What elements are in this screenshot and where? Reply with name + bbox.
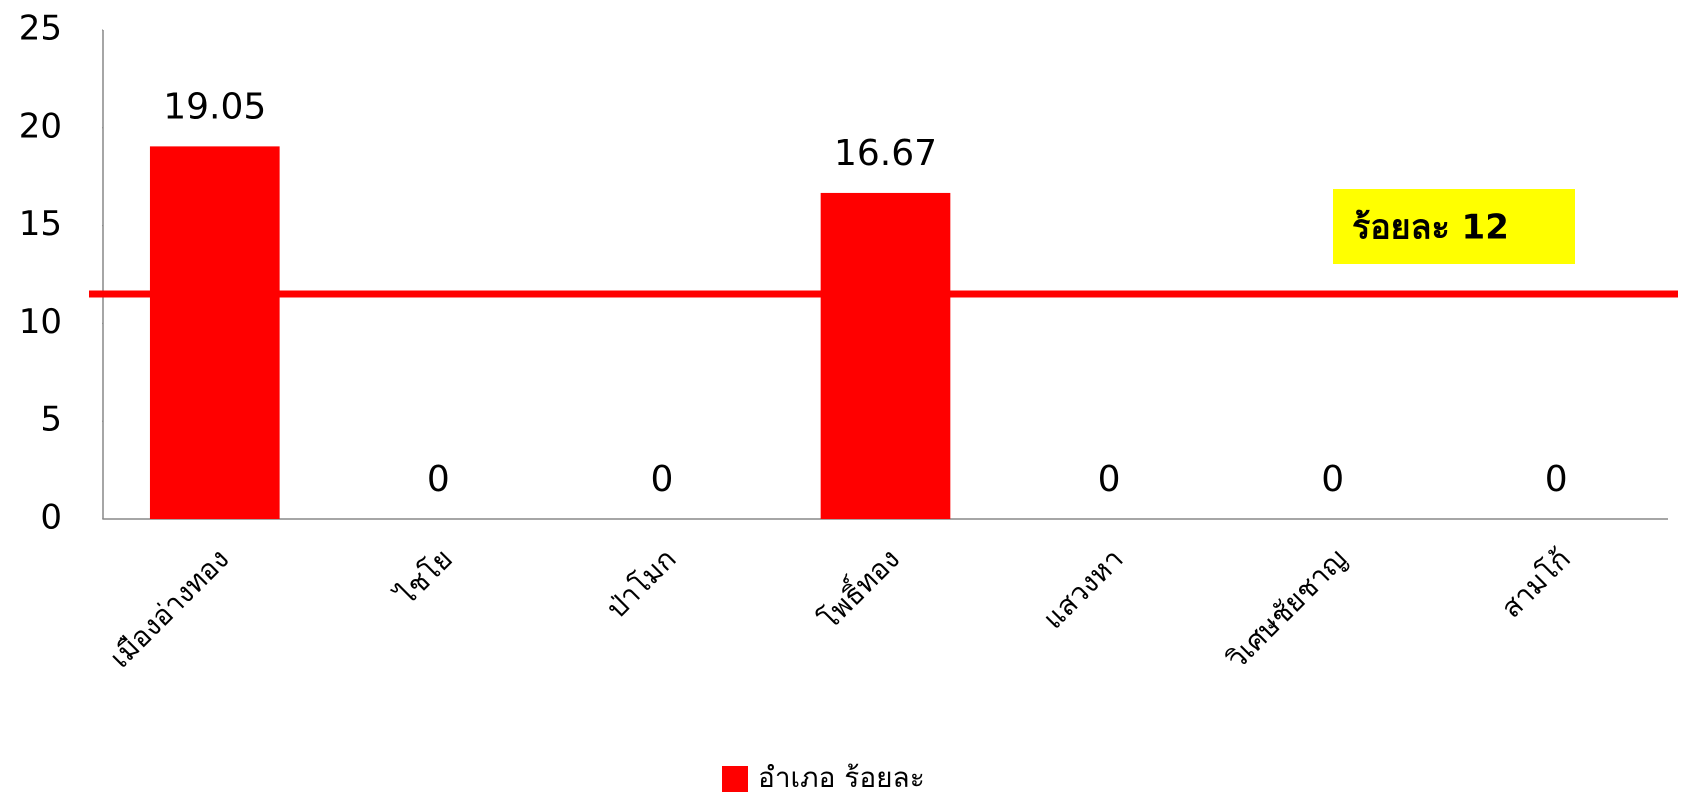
bar	[149, 146, 280, 519]
bar	[820, 192, 951, 519]
x-tick-label: วิเศษชัยชาญ	[1220, 542, 1354, 676]
data-label: 0	[1098, 459, 1121, 500]
data-label: 16.67	[834, 133, 937, 174]
x-tick-label: แสวงหา	[1037, 542, 1130, 635]
data-label: 19.05	[163, 86, 266, 127]
data-label: 0	[1545, 459, 1568, 500]
annotation-box	[1333, 189, 1575, 264]
data-label: 0	[427, 459, 450, 500]
y-tick-label: 15	[19, 204, 62, 244]
data-label: 0	[1321, 459, 1344, 500]
x-tick-label: เมืองอ่างทอง	[103, 542, 235, 674]
x-tick-label: สามโก้	[1495, 542, 1577, 624]
x-tick-label: โพธิ์ทอง	[810, 539, 907, 636]
legend-swatch	[722, 766, 748, 792]
x-tick-label: ป่าโมก	[600, 542, 683, 625]
y-tick-label: 5	[40, 400, 62, 440]
annotation: ร้อยละ 12	[1352, 208, 1509, 248]
y-tick-label: 0	[40, 498, 62, 538]
y-tick-label: 20	[19, 106, 62, 146]
y-tick-label: 25	[19, 9, 62, 49]
x-tick-label: ไชโย	[389, 542, 459, 612]
data-label: 0	[650, 459, 673, 500]
legend-label: อำเภอ ร้อยละ	[758, 761, 925, 794]
y-tick-label: 10	[19, 302, 62, 342]
